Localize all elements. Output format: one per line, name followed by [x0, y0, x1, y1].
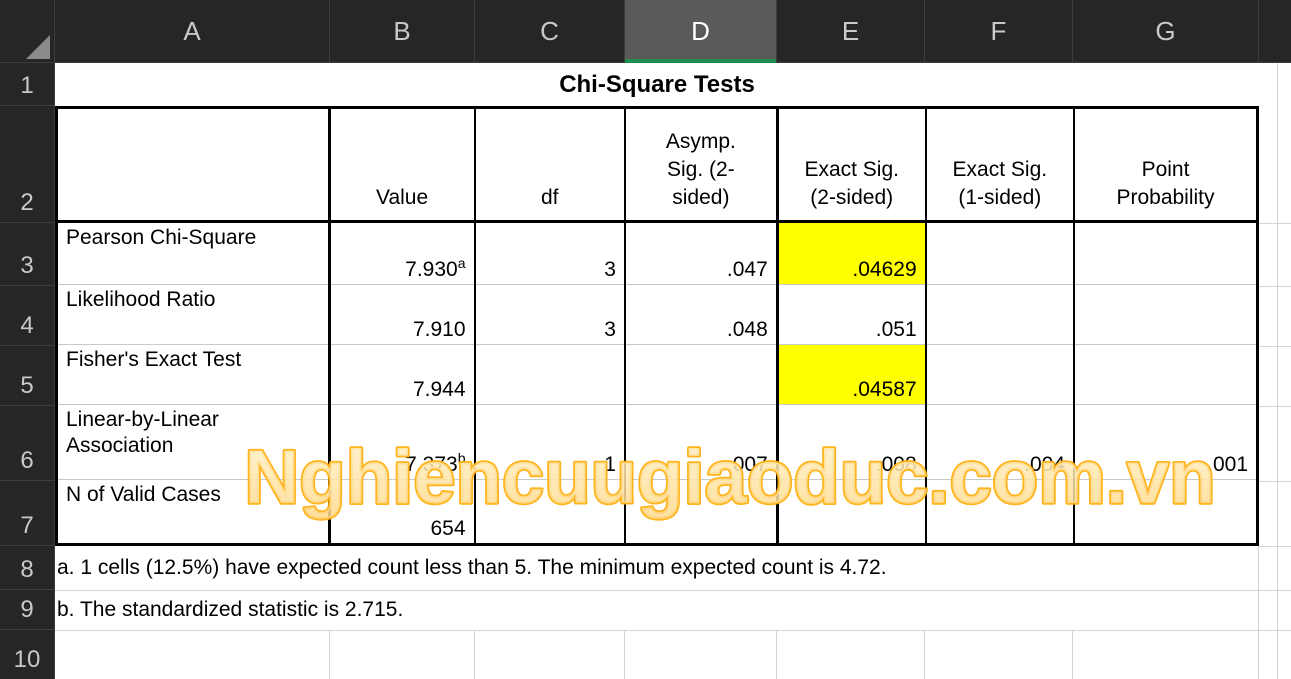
gridline: [1259, 406, 1291, 407]
table-row-likelihood: Likelihood Ratio 7.910 3 .048 .051: [56, 284, 1258, 345]
row-header-gutter: 1 2 3 4 5 6 7 8 9 10: [0, 63, 55, 679]
column-header-a[interactable]: A: [55, 0, 330, 63]
cell-asymp-sig[interactable]: .048: [624, 284, 779, 345]
gridline: [1259, 481, 1291, 482]
row-header-9[interactable]: 9: [0, 590, 55, 630]
table-row-pearson: Pearson Chi-Square 7.930a 3 .047 .04629: [56, 221, 1258, 285]
cell-point-probability[interactable]: [1074, 344, 1258, 405]
gridline: [1259, 223, 1291, 224]
column-header-g[interactable]: G: [1073, 0, 1259, 63]
cell-asymp-sig[interactable]: .047: [624, 221, 779, 285]
header-exact-sig-1[interactable]: Exact Sig. (1-sided): [925, 107, 1076, 223]
footnote-a-text: a. 1 cells (12.5%) have expected count l…: [57, 556, 887, 579]
cell-exact-sig-2[interactable]: .051: [777, 284, 927, 345]
cell-exact-sig-1[interactable]: [925, 344, 1076, 405]
gridline: [1259, 346, 1291, 347]
row-header-5[interactable]: 5: [0, 346, 55, 406]
row-header-3[interactable]: 3: [0, 223, 55, 286]
cell-exact-sig-2[interactable]: .008: [777, 404, 927, 480]
cell-asymp-sig[interactable]: .007: [624, 404, 779, 480]
footnote-b-cell[interactable]: b. The standardized statistic is 2.715.: [57, 591, 1257, 629]
cell-exact-sig-2-highlighted[interactable]: .04587: [777, 344, 927, 405]
table-header-row: Value df Asymp. Sig. (2- sided) Exact Si…: [56, 107, 1258, 223]
cell-df[interactable]: 3: [474, 221, 626, 285]
cell-exact-sig-2[interactable]: [777, 479, 927, 545]
cell-df[interactable]: [474, 479, 626, 545]
gridline: [924, 630, 925, 679]
row-label[interactable]: Linear-by-Linear Association: [56, 404, 331, 480]
header-exact-sig-2[interactable]: Exact Sig. (2-sided): [777, 107, 927, 223]
cell-point-probability[interactable]: .001: [1074, 404, 1258, 480]
header-asymp-sig[interactable]: Asymp. Sig. (2- sided): [624, 107, 779, 223]
column-header-f[interactable]: F: [925, 0, 1073, 63]
gridline: [1259, 546, 1291, 547]
cell-value[interactable]: 7.930a: [329, 221, 476, 285]
row-header-7[interactable]: 7: [0, 481, 55, 546]
table-title: Chi-Square Tests: [559, 70, 755, 98]
gridline: [624, 630, 625, 679]
gridline: [474, 630, 475, 679]
cell-value[interactable]: 654: [329, 479, 476, 545]
row-label[interactable]: Likelihood Ratio: [56, 284, 331, 345]
select-all-corner[interactable]: [0, 0, 55, 63]
column-header-b[interactable]: B: [330, 0, 475, 63]
row-label[interactable]: Pearson Chi-Square: [56, 221, 331, 285]
row-label[interactable]: Fisher's Exact Test: [56, 344, 331, 405]
table-row-fisher: Fisher's Exact Test 7.944 .04587: [56, 344, 1258, 405]
footnote-marker: a: [457, 255, 466, 271]
gridline: [55, 630, 1291, 631]
gridline: [55, 590, 1291, 591]
cell-df[interactable]: 1: [474, 404, 626, 480]
cell-exact-sig-1[interactable]: [925, 284, 1076, 345]
cell-value[interactable]: 7.373b: [329, 404, 476, 480]
cell-asymp-sig[interactable]: [624, 479, 779, 545]
gridline: [329, 630, 330, 679]
row-header-2[interactable]: 2: [0, 106, 55, 223]
cell-exact-sig-1[interactable]: [925, 479, 1076, 545]
row-header-8[interactable]: 8: [0, 546, 55, 590]
footnote-b-text: b. The standardized statistic is 2.715.: [57, 598, 404, 621]
column-header-d-selected[interactable]: D: [625, 0, 777, 63]
cell-point-probability[interactable]: [1074, 221, 1258, 285]
table-title-cell[interactable]: Chi-Square Tests: [55, 63, 1259, 106]
footnote-a-cell[interactable]: a. 1 cells (12.5%) have expected count l…: [57, 547, 1257, 589]
footnote-marker: b: [457, 450, 466, 466]
column-header-partial: [1259, 0, 1291, 63]
cell-value[interactable]: 7.944: [329, 344, 476, 405]
cell-df[interactable]: [474, 344, 626, 405]
cell-df[interactable]: 3: [474, 284, 626, 345]
gridline: [1259, 286, 1291, 287]
row-header-1[interactable]: 1: [0, 63, 55, 106]
cell-exact-sig-1[interactable]: [925, 221, 1076, 285]
table-row-n-valid: N of Valid Cases 654: [56, 479, 1258, 545]
gridline: [1072, 630, 1073, 679]
row-label[interactable]: N of Valid Cases: [56, 479, 331, 545]
row-header-4[interactable]: 4: [0, 286, 55, 346]
gridline: [1277, 63, 1278, 679]
cell-asymp-sig[interactable]: [624, 344, 779, 405]
header-df[interactable]: df: [474, 107, 626, 223]
gridline: [1258, 546, 1259, 679]
chi-square-table: Value df Asymp. Sig. (2- sided) Exact Si…: [55, 106, 1259, 546]
cell-point-probability[interactable]: [1074, 284, 1258, 345]
table-row-linear: Linear-by-Linear Association 7.373b 1 .0…: [56, 404, 1258, 480]
select-all-triangle-icon: [26, 35, 50, 59]
column-header-c[interactable]: C: [475, 0, 625, 63]
cell-exact-sig-2-highlighted[interactable]: .04629: [777, 221, 927, 285]
column-header-e[interactable]: E: [777, 0, 925, 63]
row-header-10[interactable]: 10: [0, 630, 55, 679]
cell-value[interactable]: 7.910: [329, 284, 476, 345]
cell-exact-sig-1[interactable]: .004: [925, 404, 1076, 480]
gridline: [776, 630, 777, 679]
header-point-probability[interactable]: Point Probability: [1074, 107, 1258, 223]
row-header-6[interactable]: 6: [0, 406, 55, 481]
cell-point-probability[interactable]: [1074, 480, 1258, 545]
header-value[interactable]: Value: [329, 107, 476, 223]
column-header-strip: A B C D E F G: [0, 0, 1291, 63]
header-blank-cell[interactable]: [56, 107, 331, 223]
